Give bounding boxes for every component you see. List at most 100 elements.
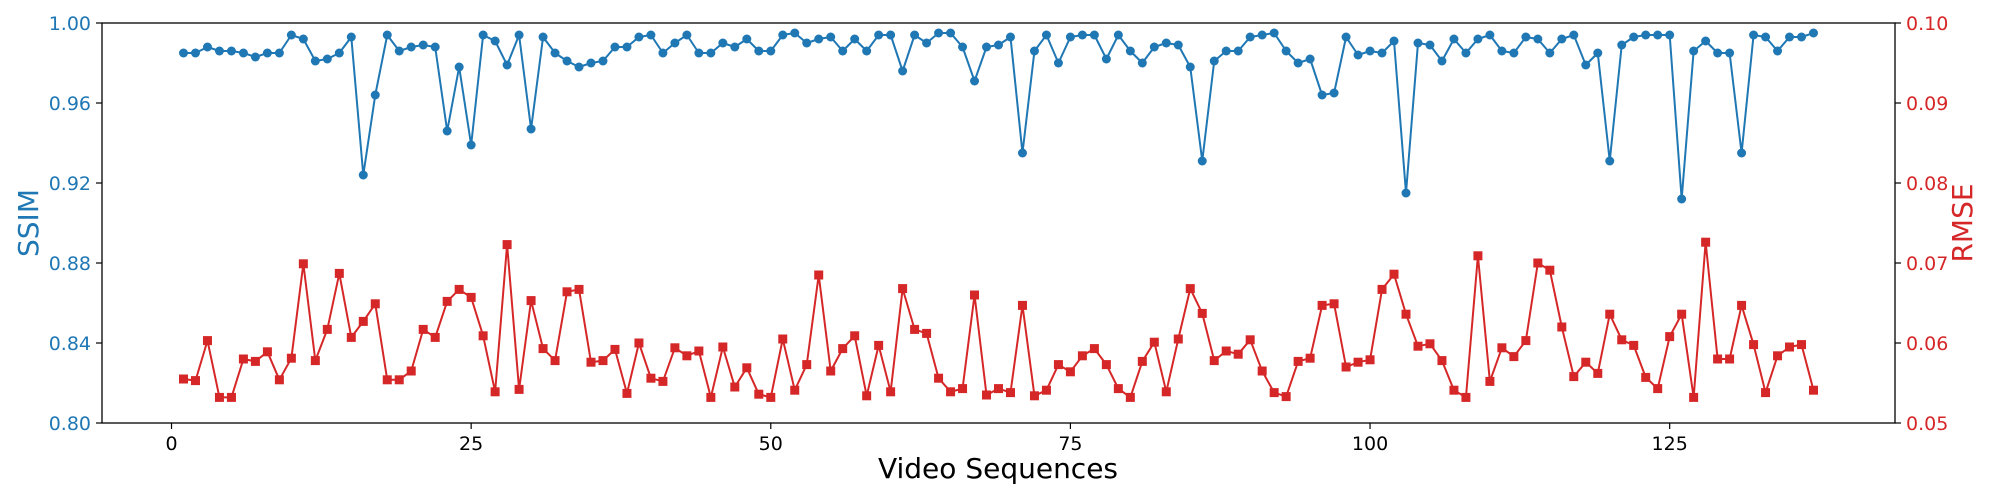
rmse-series-point (1521, 336, 1531, 346)
ssim-series-point (1401, 188, 1411, 198)
ssim-series-point (250, 52, 260, 62)
ssim-series-point (766, 46, 776, 56)
rmse-series-point (1689, 392, 1699, 402)
ssim-series-point (1509, 48, 1519, 58)
rmse-series-point (1425, 339, 1435, 349)
rmse-series-point (826, 366, 836, 376)
rmse-series-point (1005, 388, 1015, 398)
rmse-series-point (1701, 237, 1711, 247)
rmse-series-point (1293, 356, 1303, 366)
rmse-series-point (1197, 308, 1207, 318)
rmse-series-point (658, 376, 668, 386)
ssim-series-point (862, 46, 872, 56)
right-y-tick-label: 0.07 (1906, 253, 1948, 275)
rmse-series-point (1665, 332, 1675, 342)
rmse-series-point (1341, 362, 1351, 372)
ssim-series-point (490, 36, 500, 46)
rmse-series-point (1593, 368, 1603, 378)
x-axis-title: Video Sequences (878, 452, 1118, 485)
ssim-series-point (1629, 32, 1639, 42)
rmse-series-point (1113, 384, 1123, 394)
right-y-tick-label: 0.08 (1906, 173, 1948, 195)
rmse-series-point (1329, 299, 1339, 309)
rmse-series-point (1017, 300, 1027, 310)
rmse-series-point (1377, 284, 1387, 294)
ssim-series-point (730, 42, 740, 52)
ssim-series-point (1677, 194, 1687, 204)
ssim-series-point (922, 38, 932, 48)
ssim-series-point (574, 62, 584, 72)
ssim-series-point (1701, 36, 1711, 46)
rmse-series-point (478, 331, 488, 341)
rmse-series-point (1437, 356, 1447, 366)
ssim-series-point (1329, 88, 1339, 98)
rmse-series-point (1029, 391, 1039, 401)
right-y-tick-label: 0.05 (1906, 413, 1948, 435)
rmse-series-point (706, 392, 716, 402)
ssim-series-point (1017, 148, 1027, 158)
rmse-series-point (1497, 343, 1507, 353)
ssim-series-point (430, 42, 440, 52)
ssim-series-point (238, 48, 248, 58)
ssim-series-point (478, 30, 488, 40)
rmse-series-point (1245, 335, 1255, 345)
ssim-series-point (1377, 48, 1387, 58)
rmse-series-point (1569, 372, 1579, 382)
ssim-series-point (1305, 54, 1315, 64)
ssim-series-point (346, 32, 356, 42)
ssim-series-point (874, 30, 884, 40)
rmse-series-point (418, 324, 428, 334)
rmse-series-point (1533, 258, 1543, 268)
rmse-series-point (1065, 367, 1075, 377)
ssim-series-point (1137, 58, 1147, 68)
ssim-series-point (1413, 38, 1423, 48)
rmse-series-point (1557, 322, 1567, 332)
ssim-series-point (1425, 40, 1435, 50)
ssim-series-point (262, 48, 272, 58)
x-tick-label: 125 (1652, 433, 1688, 455)
rmse-series-point (1041, 385, 1051, 395)
rmse-series-point (1305, 353, 1315, 363)
ssim-series-point (1365, 46, 1375, 56)
rmse-series-point (1281, 392, 1291, 402)
rmse-series-point (1785, 342, 1795, 352)
left-y-tick-label: 0.80 (49, 413, 91, 435)
rmse-series-point (886, 387, 896, 397)
rmse-series-point (202, 336, 212, 346)
ssim-series-point (934, 28, 944, 38)
rmse-series-point (1473, 251, 1483, 261)
rmse-series-point (550, 356, 560, 366)
left-y-tick-label: 1.00 (49, 13, 91, 35)
ssim-series-point (682, 30, 692, 40)
ssim-series-point (694, 48, 704, 58)
ssim-series-point (1197, 156, 1207, 166)
ssim-series-point (1353, 50, 1363, 60)
ssim-series-point (802, 38, 812, 48)
ssim-series-point (550, 48, 560, 58)
ssim-series-point (1761, 32, 1771, 42)
ssim-series-point (226, 46, 236, 56)
rmse-series-point (490, 387, 500, 397)
rmse-series-point (406, 366, 416, 376)
ssim-series-point (442, 126, 452, 136)
ssim-series-point (526, 124, 536, 134)
ssim-series-point (1749, 30, 1759, 40)
ssim-series-point (658, 48, 668, 58)
ssim-series-point (622, 42, 632, 52)
ssim-series-point (634, 32, 644, 42)
rmse-series-point (778, 334, 788, 344)
ssim-series-point (418, 40, 428, 50)
ssim-series-point (958, 42, 968, 52)
ssim-series-point (1245, 32, 1255, 42)
rmse-series-point (1617, 335, 1627, 345)
right-y-tick-label: 0.10 (1906, 13, 1948, 35)
rmse-series-point (382, 375, 392, 385)
rmse-series-point (1485, 376, 1495, 386)
ssim-series-point (1089, 30, 1099, 40)
rmse-series-point (1641, 372, 1651, 382)
rmse-series-point (646, 373, 656, 383)
rmse-series-point (946, 387, 956, 397)
rmse-series-point (179, 374, 188, 384)
ssim-series-point (742, 34, 752, 44)
